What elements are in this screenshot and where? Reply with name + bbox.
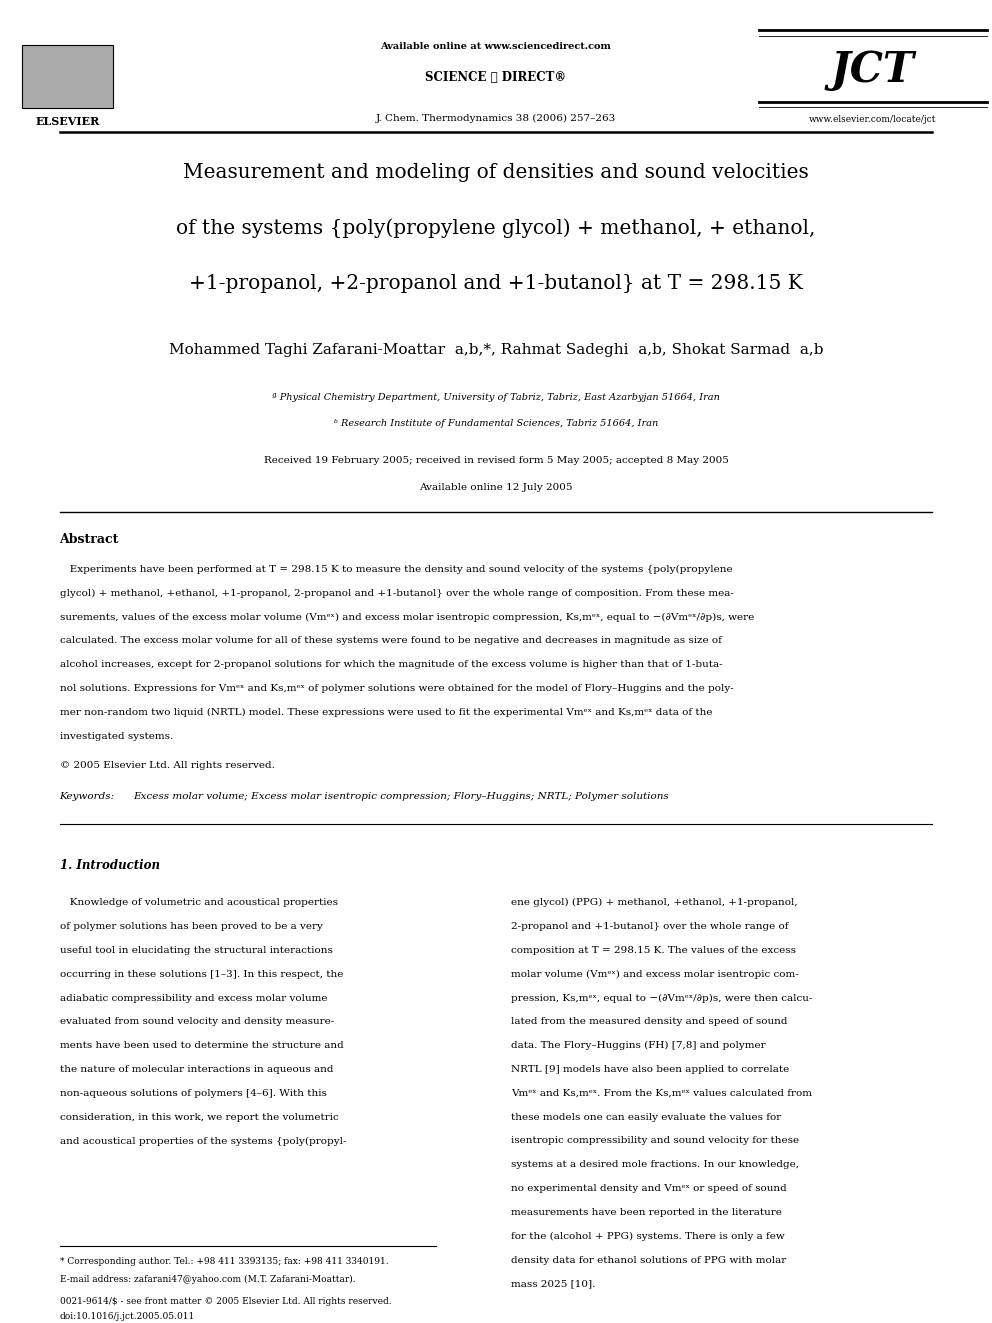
Text: pression, Ks,mᵉˣ, equal to −(∂Vmᵉˣ/∂p)s, were then calcu-: pression, Ks,mᵉˣ, equal to −(∂Vmᵉˣ/∂p)s,… [511, 994, 812, 1003]
Text: SCIENCE ⓓ DIRECT®: SCIENCE ⓓ DIRECT® [426, 71, 566, 85]
Text: Available online 12 July 2005: Available online 12 July 2005 [420, 483, 572, 492]
FancyBboxPatch shape [22, 45, 113, 108]
Text: E-mail address: zafarani47@yahoo.com (M.T. Zafarani-Moattar).: E-mail address: zafarani47@yahoo.com (M.… [60, 1275, 355, 1285]
Text: * Corresponding author. Tel.: +98 411 3393135; fax: +98 411 3340191.: * Corresponding author. Tel.: +98 411 33… [60, 1257, 388, 1266]
Text: alcohol increases, except for 2-propanol solutions for which the magnitude of th: alcohol increases, except for 2-propanol… [60, 660, 722, 669]
Text: mer non-random two liquid (NRTL) model. These expressions were used to fit the e: mer non-random two liquid (NRTL) model. … [60, 708, 712, 717]
Text: systems at a desired mole fractions. In our knowledge,: systems at a desired mole fractions. In … [511, 1160, 799, 1170]
Text: composition at T = 298.15 K. The values of the excess: composition at T = 298.15 K. The values … [511, 946, 796, 955]
Text: www.elsevier.com/locate/jct: www.elsevier.com/locate/jct [809, 115, 936, 124]
Text: Knowledge of volumetric and acoustical properties: Knowledge of volumetric and acoustical p… [60, 898, 337, 908]
Text: NRTL [9] models have also been applied to correlate: NRTL [9] models have also been applied t… [511, 1065, 789, 1074]
Text: measurements have been reported in the literature: measurements have been reported in the l… [511, 1208, 782, 1217]
Text: density data for ethanol solutions of PPG with molar: density data for ethanol solutions of PP… [511, 1256, 786, 1265]
Text: these models one can easily evaluate the values for: these models one can easily evaluate the… [511, 1113, 781, 1122]
Text: Mohammed Taghi Zafarani-Moattar  a,b,*, Rahmat Sadeghi  a,b, Shokat Sarmad  a,b: Mohammed Taghi Zafarani-Moattar a,b,*, R… [169, 343, 823, 357]
Text: adiabatic compressibility and excess molar volume: adiabatic compressibility and excess mol… [60, 994, 327, 1003]
Text: Excess molar volume; Excess molar isentropic compression; Flory–Huggins; NRTL; P: Excess molar volume; Excess molar isentr… [133, 792, 669, 802]
Text: consideration, in this work, we report the volumetric: consideration, in this work, we report t… [60, 1113, 338, 1122]
Text: surements, values of the excess molar volume (Vmᵉˣ) and excess molar isentropic : surements, values of the excess molar vo… [60, 613, 754, 622]
Text: of the systems {poly(propylene glycol) + methanol, + ethanol,: of the systems {poly(propylene glycol) +… [177, 218, 815, 238]
Text: 1. Introduction: 1. Introduction [60, 859, 160, 872]
Text: nol solutions. Expressions for Vmᵉˣ and Ks,mᵉˣ of polymer solutions were obtaine: nol solutions. Expressions for Vmᵉˣ and … [60, 684, 733, 693]
Text: Experiments have been performed at T = 298.15 K to measure the density and sound: Experiments have been performed at T = 2… [60, 565, 732, 574]
Text: no experimental density and Vmᵉˣ or speed of sound: no experimental density and Vmᵉˣ or spee… [511, 1184, 787, 1193]
Text: data. The Flory–Huggins (FH) [7,8] and polymer: data. The Flory–Huggins (FH) [7,8] and p… [511, 1041, 766, 1050]
Text: investigated systems.: investigated systems. [60, 732, 173, 741]
Text: +1-propanol, +2-propanol and +1-butanol} at T = 298.15 K: +1-propanol, +2-propanol and +1-butanol}… [189, 274, 803, 292]
Text: the nature of molecular interactions in aqueous and: the nature of molecular interactions in … [60, 1065, 333, 1074]
Text: 2-propanol and +1-butanol} over the whole range of: 2-propanol and +1-butanol} over the whol… [511, 922, 789, 931]
Text: useful tool in elucidating the structural interactions: useful tool in elucidating the structura… [60, 946, 332, 955]
Text: Received 19 February 2005; received in revised form 5 May 2005; accepted 8 May 2: Received 19 February 2005; received in r… [264, 456, 728, 466]
Text: doi:10.1016/j.jct.2005.05.011: doi:10.1016/j.jct.2005.05.011 [60, 1312, 194, 1322]
Text: non-aqueous solutions of polymers [4–6]. With this: non-aqueous solutions of polymers [4–6].… [60, 1089, 326, 1098]
Text: ª Physical Chemistry Department, University of Tabriz, Tabriz, East Azarbyjan 51: ª Physical Chemistry Department, Univers… [272, 393, 720, 402]
Text: lated from the measured density and speed of sound: lated from the measured density and spee… [511, 1017, 788, 1027]
Text: Available online at www.sciencedirect.com: Available online at www.sciencedirect.co… [381, 42, 611, 52]
Text: ᵇ Research Institute of Fundamental Sciences, Tabriz 51664, Iran: ᵇ Research Institute of Fundamental Scie… [334, 419, 658, 429]
Text: JCT: JCT [831, 49, 915, 91]
Text: and acoustical properties of the systems {poly(propyl-: and acoustical properties of the systems… [60, 1136, 346, 1146]
Text: for the (alcohol + PPG) systems. There is only a few: for the (alcohol + PPG) systems. There i… [511, 1232, 785, 1241]
Text: isentropic compressibility and sound velocity for these: isentropic compressibility and sound vel… [511, 1136, 799, 1146]
Text: ELSEVIER: ELSEVIER [36, 116, 99, 127]
Text: occurring in these solutions [1–3]. In this respect, the: occurring in these solutions [1–3]. In t… [60, 970, 343, 979]
Text: ments have been used to determine the structure and: ments have been used to determine the st… [60, 1041, 343, 1050]
Text: molar volume (Vmᵉˣ) and excess molar isentropic com-: molar volume (Vmᵉˣ) and excess molar ise… [511, 970, 799, 979]
Text: calculated. The excess molar volume for all of these systems were found to be ne: calculated. The excess molar volume for … [60, 636, 721, 646]
Text: 0021-9614/$ - see front matter © 2005 Elsevier Ltd. All rights reserved.: 0021-9614/$ - see front matter © 2005 El… [60, 1297, 391, 1306]
Text: ene glycol) (PPG) + methanol, +ethanol, +1-propanol,: ene glycol) (PPG) + methanol, +ethanol, … [511, 898, 798, 908]
Text: Measurement and modeling of densities and sound velocities: Measurement and modeling of densities an… [184, 163, 808, 181]
Text: © 2005 Elsevier Ltd. All rights reserved.: © 2005 Elsevier Ltd. All rights reserved… [60, 761, 275, 770]
Text: J. Chem. Thermodynamics 38 (2006) 257–263: J. Chem. Thermodynamics 38 (2006) 257–26… [376, 114, 616, 123]
Text: evaluated from sound velocity and density measure-: evaluated from sound velocity and densit… [60, 1017, 333, 1027]
Text: Vmᵉˣ and Ks,mᵉˣ. From the Ks,mᵉˣ values calculated from: Vmᵉˣ and Ks,mᵉˣ. From the Ks,mᵉˣ values … [511, 1089, 811, 1098]
Text: mass 2025 [10].: mass 2025 [10]. [511, 1279, 595, 1289]
Text: Abstract: Abstract [60, 533, 119, 546]
Text: glycol) + methanol, +ethanol, +1-propanol, 2-propanol and +1-butanol} over the w: glycol) + methanol, +ethanol, +1-propano… [60, 589, 733, 598]
Text: of polymer solutions has been proved to be a very: of polymer solutions has been proved to … [60, 922, 322, 931]
Text: Keywords:: Keywords: [60, 792, 115, 802]
